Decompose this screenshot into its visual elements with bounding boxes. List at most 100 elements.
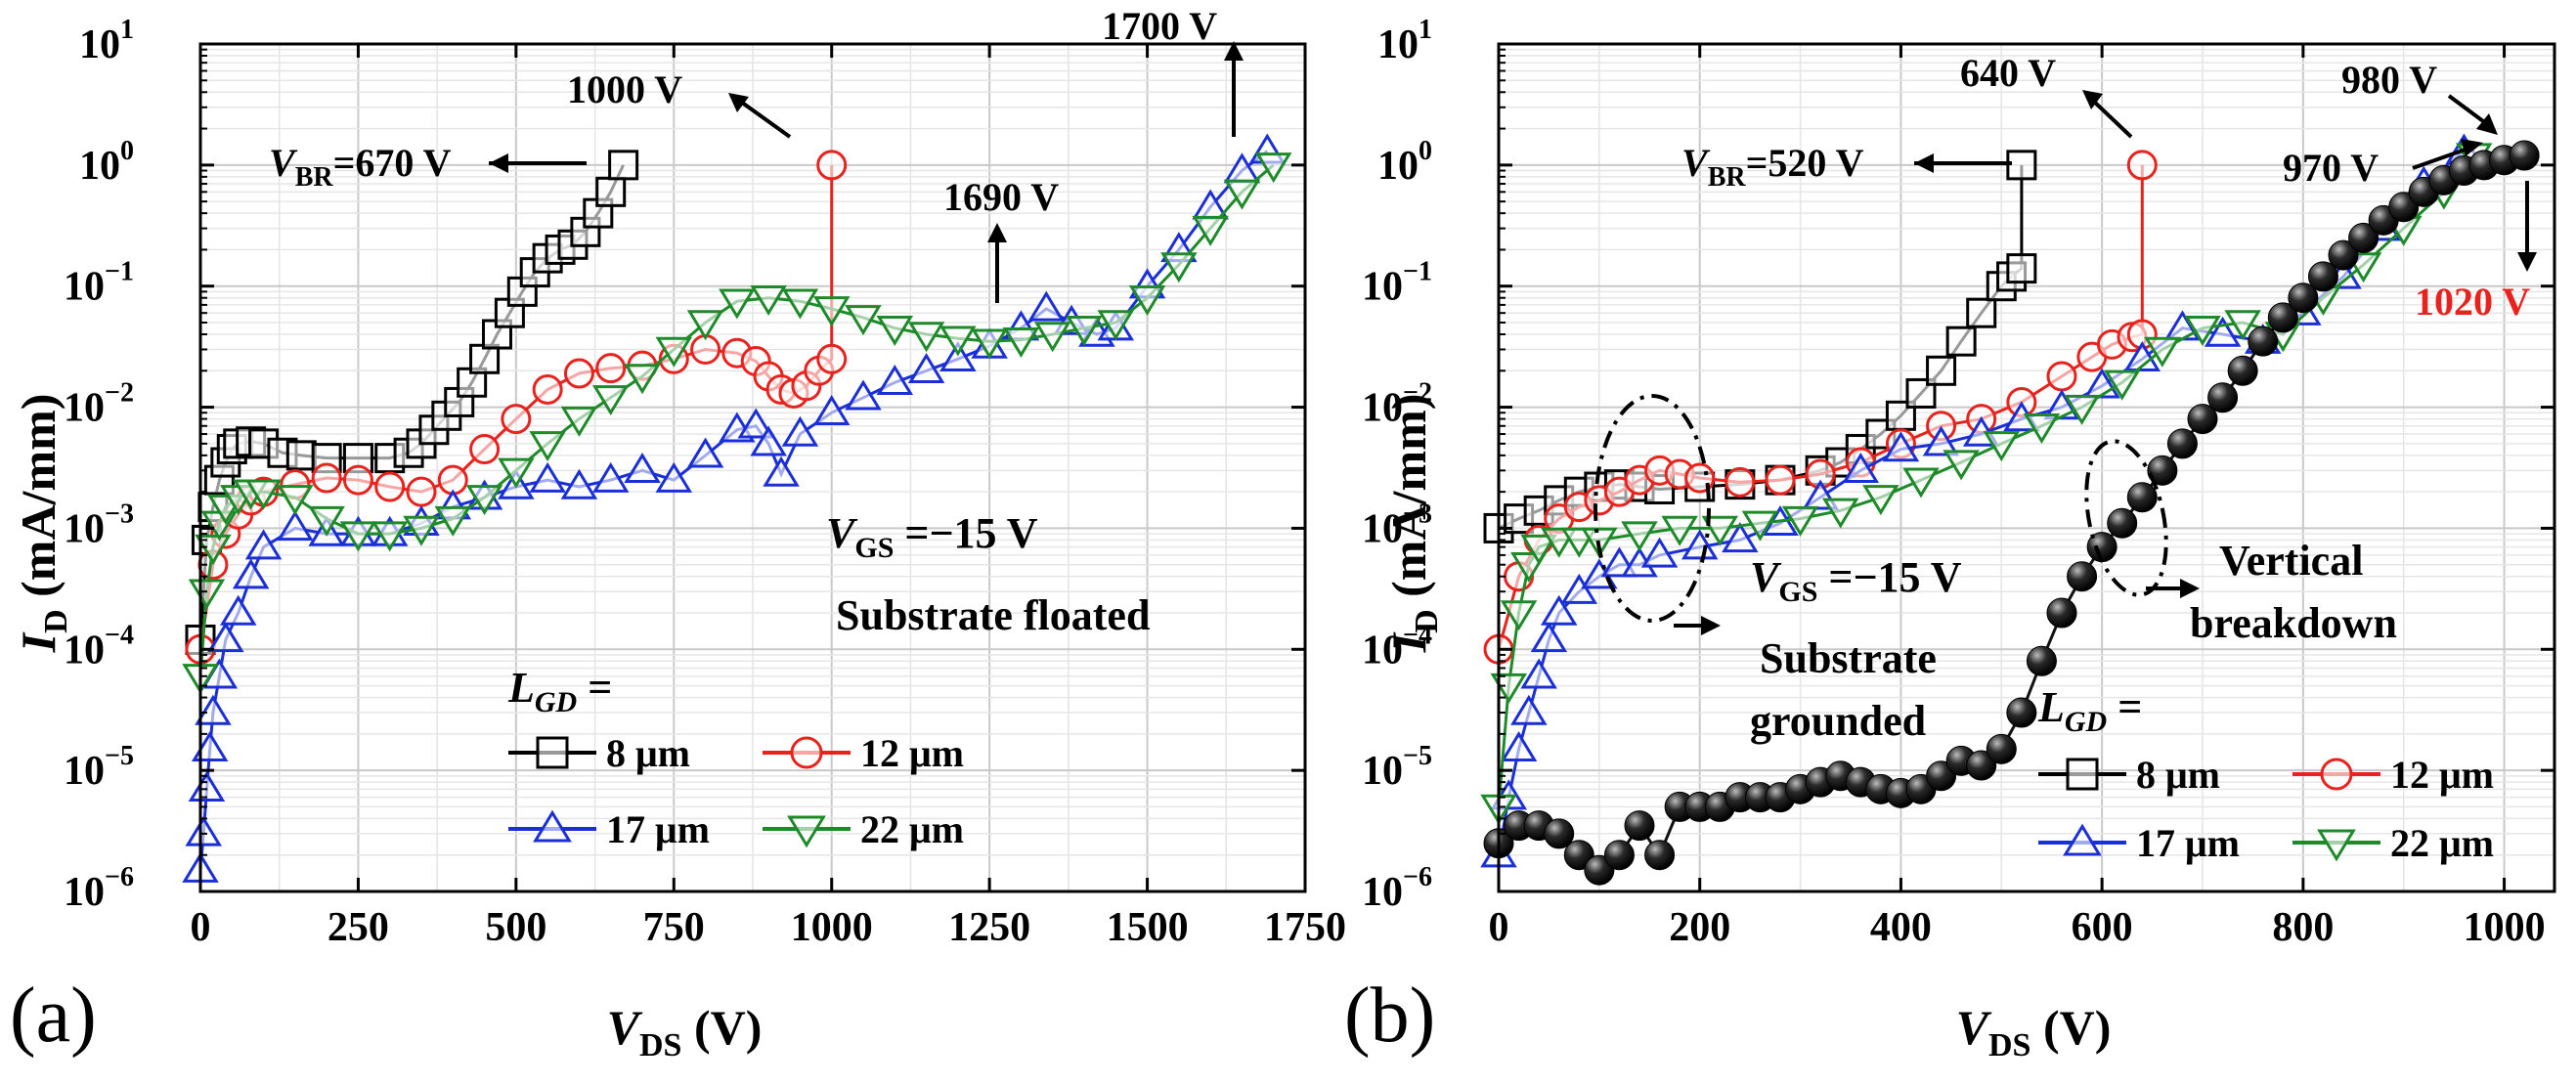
panel-b-substrate-condition-line1: Substrate [1760,634,1937,682]
data-point [406,476,437,507]
panel-a-legend-title: LGD = [507,664,612,718]
x-tick-label: 1000 [791,905,873,950]
data-point [1986,733,2017,764]
panel-b: 0 200 400 600 800 100010−610−510−410−310−210−… [1344,15,2556,1063]
annotation-vbr-670: VBR=670 V [269,141,452,193]
annotation-970v: 970 V [2283,146,2379,190]
x-tick-label: 600 [2072,905,2133,950]
data-point [1882,431,1920,462]
data-point [1922,425,1960,456]
series-line [1498,164,2024,530]
y-tick-label: 10−2 [64,378,134,431]
data-point [750,285,787,317]
data-point [750,425,787,456]
data-point [1621,521,1658,552]
data-point [655,336,693,368]
data-point [1097,310,1135,341]
data-point [371,521,409,552]
data-point [737,408,774,439]
y-tick-label: 101 [1377,15,1432,67]
data-point [2147,455,2178,486]
x-tick-label: 500 [485,905,546,950]
y-tick-label: 10−2 [1362,378,1432,431]
data-point [469,343,501,374]
data-point [1160,252,1198,283]
plot-frame [198,42,1307,893]
data-point [188,771,226,803]
data-point [1520,534,1557,565]
series-a-3 [182,152,1292,695]
data-point [1943,450,1980,481]
series-b-0 [1483,150,2037,543]
data-point [1223,179,1261,210]
panel-b-vgs-condition: VGS =−15 V [1750,553,1962,608]
panel-a-x-axis-title: VDS (V) [607,1000,763,1063]
data-point [907,322,945,353]
legend-label: 17 μm [606,807,710,851]
data-point [285,440,317,471]
data-point [1624,810,1655,842]
data-point [560,468,598,499]
data-point [2006,697,2037,728]
data-point [2006,150,2037,181]
x-tick-label: 400 [1870,905,1932,950]
y-tick-label: 10−1 [1362,257,1432,310]
x-tick-label: 1250 [948,905,1030,950]
data-point [2267,302,2298,333]
data-point [2224,310,2261,341]
data-point [812,296,851,327]
data-point [2307,261,2338,292]
x-tick-label: 750 [643,905,705,950]
panel-b-x-axis-title: VDS (V) [1956,1000,2112,1063]
annotation-vertical: Vertical [2219,537,2363,585]
annotation-vbr-520: VBR=520 V [1681,141,1864,193]
panel-b-legend: LGD = 8 μm 12 μm 17 μm 22 μm [2037,683,2494,865]
data-point [2207,382,2239,413]
legend-label: 12 μm [2390,753,2494,797]
data-point [876,315,914,346]
data-point [311,462,342,494]
panel-a: 0 250 500 750 1000 1250 1500 175010−610−510−410… [10,4,1346,1063]
legend-label: 8 μm [2136,753,2220,797]
legend-item: 17 μm [2038,821,2240,865]
annotation-breakdown: breakdown [2190,599,2397,647]
legend-marker [2317,829,2356,862]
data-point [591,385,630,416]
data-point [624,364,661,395]
annotation-980v: 980 V [2341,58,2437,102]
data-point [1701,515,1739,546]
data-point [1500,731,1538,762]
data-point [308,505,345,537]
legend-item: 8 μm [508,731,690,775]
data-point [374,471,406,502]
data-point [624,453,661,484]
data-point [529,431,566,462]
data-point [2248,326,2279,357]
data-point [2123,340,2161,371]
data-point [608,150,639,181]
panel-a-legend: LGD = 8 μm 12 μm 17 μm 22 μm [507,664,964,851]
panel-a-series [182,133,1292,883]
data-point [1765,464,1796,496]
data-point [195,534,232,565]
data-point [591,461,630,493]
legend-marker [790,736,823,769]
data-point [1640,537,1679,568]
panel-a-annotations: VBR=670 V 1000 V 1690 V 1700 V [269,4,1244,303]
data-point [907,352,945,383]
annotation-1690v: 1690 V [943,175,1059,219]
data-point [595,176,627,207]
data-point [2328,239,2359,271]
data-point [971,328,1008,360]
legend-marker [2066,758,2099,791]
data-point [2509,140,2540,171]
data-point [2026,645,2057,676]
data-point [939,340,977,371]
data-point [2067,561,2098,592]
panel-a-y-axis-title: ID (mA/mm) [11,394,74,654]
data-point [563,358,594,389]
data-point [532,373,563,405]
data-point [560,406,598,437]
y-tick-label: 101 [79,15,134,67]
data-point [1661,515,1698,546]
